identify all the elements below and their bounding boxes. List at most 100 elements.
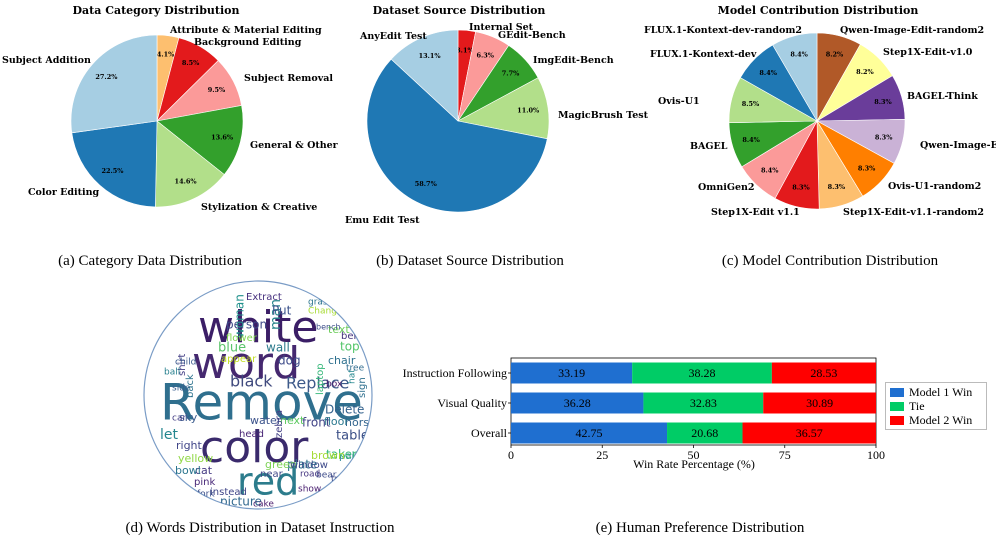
pie-pct-background-editing: 8.5% [182, 59, 200, 67]
wordcloud-word-word: word [192, 338, 300, 389]
wordcloud-word-bench: bench [316, 323, 341, 332]
wordcloud-word-sign: sign [357, 377, 368, 398]
wordcloud-word-ball: ball [164, 368, 180, 378]
pie-label-stylization-creative: Stylization & Creative [201, 202, 317, 213]
wordcloud-word-water: water [250, 414, 282, 427]
caption-d: (d) Words Distribution in Dataset Instru… [125, 520, 395, 536]
wordcloud-word-seem: seem [326, 485, 353, 496]
pie-pct-magicbrush-test: 11.0% [517, 106, 540, 114]
pie-pct-omnigen2: 8.4% [761, 167, 779, 175]
pie-pct-attribute-material-editing: 4.1% [157, 50, 175, 58]
caption-c: (c) Model Contribution Distribution [721, 253, 939, 269]
pie-pct-color-editing: 22.5% [101, 167, 124, 175]
wordcloud-word-fork: fork [197, 490, 215, 500]
pie-pct-subject-addition: 27.2% [95, 73, 118, 81]
wordcloud-word-plate: plate [287, 458, 317, 472]
bar-overall-model-1-win [511, 422, 668, 444]
wordcloud-word-wall: wall [266, 341, 290, 355]
ytick-visual-quality: Visual Quality [437, 396, 507, 410]
wordcloud-word-taken: taken [326, 448, 360, 462]
bar-visual-quality-model-1-win [511, 392, 644, 414]
wordcloud-word-delete: Delete [325, 403, 364, 417]
pie-pct-bagel-think: 8.3% [874, 98, 892, 106]
pie-label-qwen-image-edit-random2: Qwen-Image-Edit-random2 [840, 25, 984, 36]
wordcloud-word-instead: instead [210, 487, 247, 498]
chart-a-title: Data Category Distribution [73, 4, 240, 17]
wordcloud-word-remove: Remove [160, 374, 363, 432]
wordcloud-word-car: car [172, 414, 186, 424]
wordcloud-word-hat: hat [348, 369, 358, 384]
caption-a: (a) Category Data Distribution [58, 253, 242, 269]
wordcloud-word-box: box [326, 380, 343, 390]
bar-instruction-following-tie [632, 362, 772, 384]
wordcloud-word-person: person [226, 318, 267, 332]
wordcloud-word-white: white [198, 302, 318, 353]
bar-label-instruction-following-tie: 38.28 [689, 366, 716, 380]
wordcloud-word-red: red [237, 460, 299, 504]
wordcloud-word-horse: horse [345, 416, 376, 429]
chart-a-category-pie: Data Category Distribution 4.1% Attribute… [2, 4, 339, 213]
bar-label-overall-model-1-win: 42.75 [576, 426, 603, 440]
wordcloud-word-child: child [175, 358, 196, 368]
wordcloud-word-front: front [302, 416, 331, 430]
bar-label-instruction-following-model-2-win: 28.53 [810, 366, 837, 380]
pie-label-qwen-image-edit: Qwen-Image-Edit [920, 140, 996, 151]
wordcloud-word-zebra: zebra [274, 410, 285, 438]
wordcloud-word-yellow: yellow [178, 452, 213, 465]
wordcloud-word-black: black [230, 372, 273, 391]
pie-pct-step1x-edit-v1-1: 8.3% [792, 184, 810, 192]
caption-b: (b) Dataset Source Distribution [376, 253, 564, 269]
wordcloud-word-blue: blue [218, 341, 246, 356]
pie-label-subject-addition: Subject Addition [2, 55, 91, 66]
pie-pct-flux-1-kontext-dev: 8.4% [759, 69, 777, 77]
pie-label-step1x-edit-v1-1-random2: Step1X-Edit-v1.1-random2 [843, 207, 984, 218]
wordcloud-word-shirt: shirt [177, 354, 188, 376]
wordcloud-word-window: window [290, 460, 328, 471]
pie-pct-ovis-u1-random2: 8.3% [858, 164, 876, 172]
wordcloud-word-floor: floor [324, 415, 349, 428]
pie-pct-stylization-creative: 14.6% [175, 178, 198, 186]
bar-visual-quality-tie [643, 392, 764, 414]
wordcloud-word-color: color [200, 422, 309, 473]
wordcloud-word-top: top [340, 340, 360, 354]
bar-label-overall-tie: 20.68 [691, 426, 718, 440]
bar-instruction-following-model-2-win [771, 362, 876, 384]
wordcloud-word-head: head [239, 429, 264, 440]
wordcloud-word-cake: cake [253, 500, 274, 510]
pie-pct-qwen-image-edit: 8.3% [875, 133, 893, 141]
pie-slice-general-other [156, 105, 244, 175]
legend-label-model1: Model 1 Win [909, 384, 973, 399]
pie-pct-emu-edit-test: 58.7% [415, 180, 438, 188]
chart-e-preference-bars: 33.19 38.28 28.53 Instruction Following 36.2… [403, 357, 885, 471]
wordcloud-word-laptop: laptop [315, 363, 326, 395]
chart-c-model-pie: Model Contribution Distribution 8.2% Qwen… [644, 4, 996, 218]
wordcloud-word-man: man [268, 299, 284, 330]
legend-swatch-model1 [890, 387, 904, 397]
chart-e-legend: Model 1 Win Tie Model 2 Win [885, 382, 987, 430]
pie-label-bagel-think: BAGEL-Think [907, 91, 978, 102]
pie-pct-step1x-edit-v1-0: 8.2% [856, 68, 874, 76]
pie-slice-emu-edit-test [366, 58, 548, 213]
chart-c-slices: 8.2% Qwen-Image-Edit-random2 8.2% Step1X-Ed… [644, 25, 996, 218]
pie-slice-anyedit-test [390, 29, 459, 122]
xtick-50: 50 [688, 448, 700, 462]
pie-slice-color-editing [71, 120, 158, 208]
wordcloud-word-let: let [160, 427, 179, 443]
legend-swatch-tie [890, 401, 904, 411]
caption-e: (e) Human Preference Distribution [595, 520, 805, 536]
bar-instruction-following-model-1-win [511, 362, 633, 384]
xtick-25: 25 [596, 448, 608, 462]
bar-overall-model-2-win [742, 422, 876, 444]
pie-label-ovis-u1: Ovis-U1 [658, 96, 700, 107]
wordcloud-word-change: Change [308, 307, 343, 317]
pie-label-bagel: BAGEL [690, 141, 728, 152]
wordcloud-word-woman: woman [233, 294, 247, 338]
wordcloud-word-brown: brown [311, 449, 345, 462]
pie-pct-imgedit-bench: 7.7% [502, 69, 520, 77]
legend-label-model2: Model 2 Win [909, 412, 973, 427]
ytick-overall: Overall [471, 426, 508, 440]
wordcloud-word-bear: bear [316, 471, 337, 481]
legend-item-model2: Model 2 Win [890, 413, 982, 427]
